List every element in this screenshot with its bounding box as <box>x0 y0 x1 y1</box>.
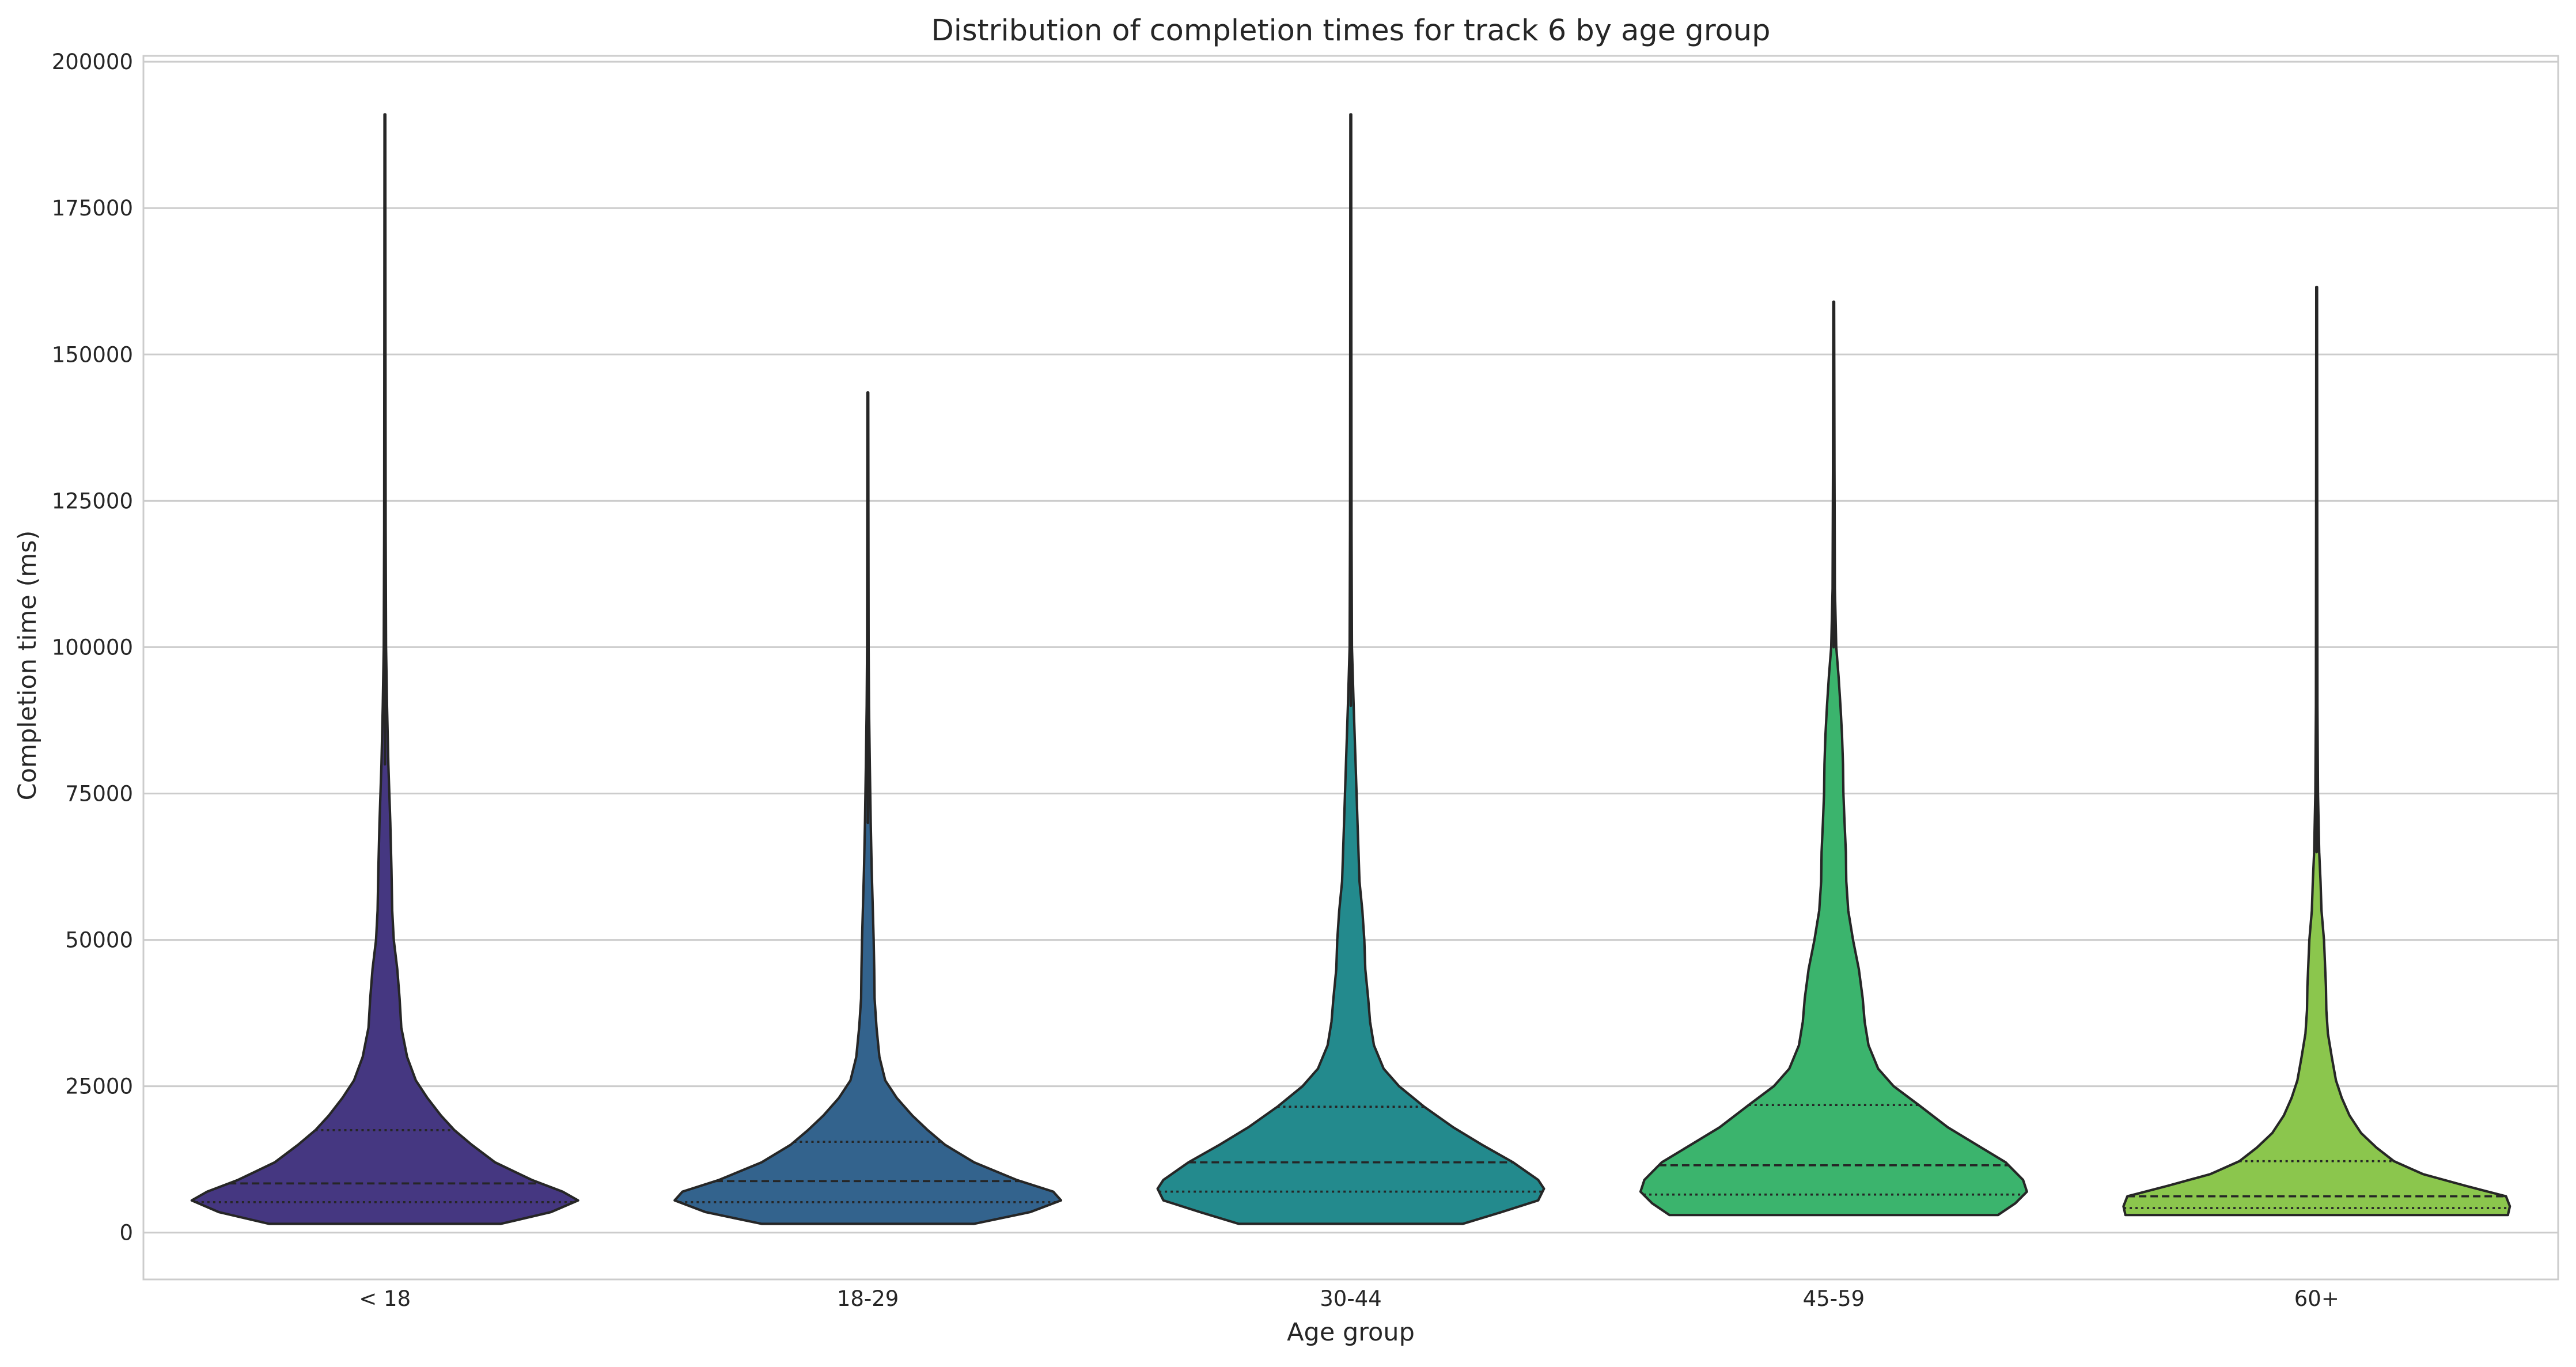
y-tick-label-125000: 125000 <box>52 489 133 513</box>
chart-title: Distribution of completion times for tra… <box>931 14 1771 48</box>
violin-18-29 <box>673 391 1063 1225</box>
x-tick-labels: < 18 18-29 30-44 45-59 60+ <box>359 1286 2339 1311</box>
y-tick-label-0: 0 <box>119 1221 133 1245</box>
x-axis-label: Age group <box>1287 1318 1415 1347</box>
violin-30-44 <box>1156 113 1545 1225</box>
y-tick-label-175000: 175000 <box>52 196 133 221</box>
y-tick-label-75000: 75000 <box>65 781 133 806</box>
y-tick-labels: 0 25000 50000 75000 100000 125000 150000 175000… <box>52 50 133 1245</box>
y-tick-label-100000: 100000 <box>52 635 133 660</box>
x-tick-label-under-18: < 18 <box>359 1286 411 1311</box>
x-tick-label-18-29: 18-29 <box>837 1286 899 1311</box>
y-tick-label-150000: 150000 <box>52 342 133 367</box>
plot-frame <box>142 55 2559 1281</box>
violin-layer <box>190 113 2511 1225</box>
x-tick-label-45-59: 45-59 <box>1803 1286 1865 1311</box>
y-tick-label-200000: 200000 <box>52 50 133 74</box>
y-axis-label: Completion time (ms) <box>13 531 42 801</box>
x-tick-label-60-plus: 60+ <box>2294 1286 2339 1311</box>
y-tick-label-50000: 50000 <box>65 928 133 953</box>
x-tick-label-30-44: 30-44 <box>1320 1286 1382 1311</box>
violin-45-59 <box>1639 300 2028 1217</box>
violin-60-plus <box>2122 286 2511 1217</box>
y-tick-label-25000: 25000 <box>65 1074 133 1099</box>
violin-under-18 <box>190 113 579 1225</box>
